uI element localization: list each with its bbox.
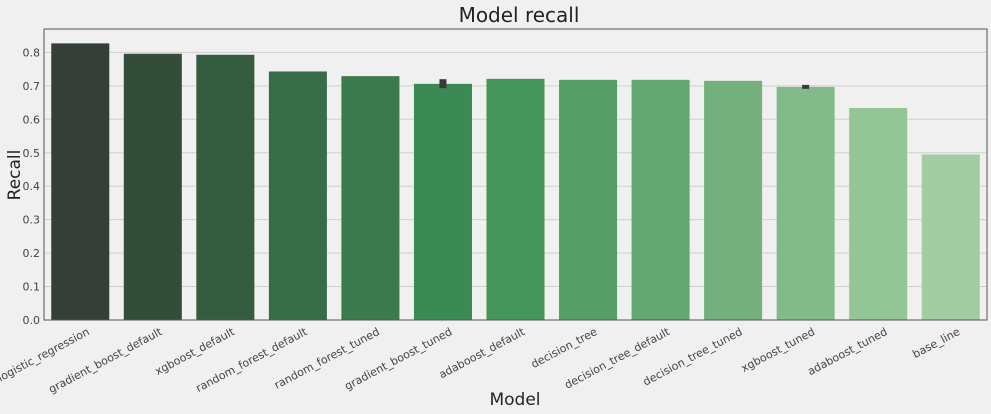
error-bar-layer bbox=[439, 79, 810, 89]
x-tick-label: adaboost_tuned bbox=[805, 325, 889, 378]
y-tick-labels: 0.0 0.1 0.2 0.3 0.4 0.5 0.6 0.7 0.8 bbox=[23, 46, 41, 327]
y-tick-label: 0.5 bbox=[23, 147, 41, 160]
bar-adaboost-tuned bbox=[849, 107, 908, 320]
x-axis-label: Model bbox=[489, 390, 540, 410]
bar-logistic-regression bbox=[51, 43, 110, 321]
y-tick-label: 0.0 bbox=[23, 314, 41, 327]
x-tick-label: base_line bbox=[910, 325, 962, 361]
bar-random-forest-default bbox=[268, 71, 327, 320]
bar-layer bbox=[51, 43, 980, 321]
y-tick-label: 0.4 bbox=[23, 180, 41, 193]
y-tick-label: 0.6 bbox=[23, 113, 41, 126]
y-axis-label: Recall bbox=[5, 150, 25, 201]
x-tick-label: decision_tree bbox=[529, 325, 600, 371]
chart-title: Model recall bbox=[459, 3, 580, 27]
y-tick-label: 0.2 bbox=[23, 247, 41, 260]
y-tick-label: 0.7 bbox=[23, 80, 41, 93]
bar-random-forest-tuned bbox=[341, 76, 400, 320]
y-tick-label: 0.1 bbox=[23, 281, 41, 294]
bar-decision-tree-tuned bbox=[704, 80, 763, 321]
bar-xgboost-default bbox=[196, 54, 255, 320]
bar-decision-tree-default bbox=[631, 79, 690, 321]
bar-decision-tree bbox=[559, 79, 618, 321]
bar-gradient-boost-default bbox=[123, 53, 182, 321]
bar-gradient-boost-tuned bbox=[413, 83, 472, 321]
bar-base-line bbox=[921, 154, 980, 320]
y-tick-label: 0.8 bbox=[23, 46, 41, 59]
plot-frame bbox=[43, 28, 988, 321]
x-tick-labels: logistic_regressiongradient_boost_defaul… bbox=[0, 325, 962, 396]
y-tick-label: 0.3 bbox=[23, 214, 41, 227]
bar-adaboost-default bbox=[486, 78, 545, 321]
bar-xgboost-tuned bbox=[776, 86, 835, 321]
